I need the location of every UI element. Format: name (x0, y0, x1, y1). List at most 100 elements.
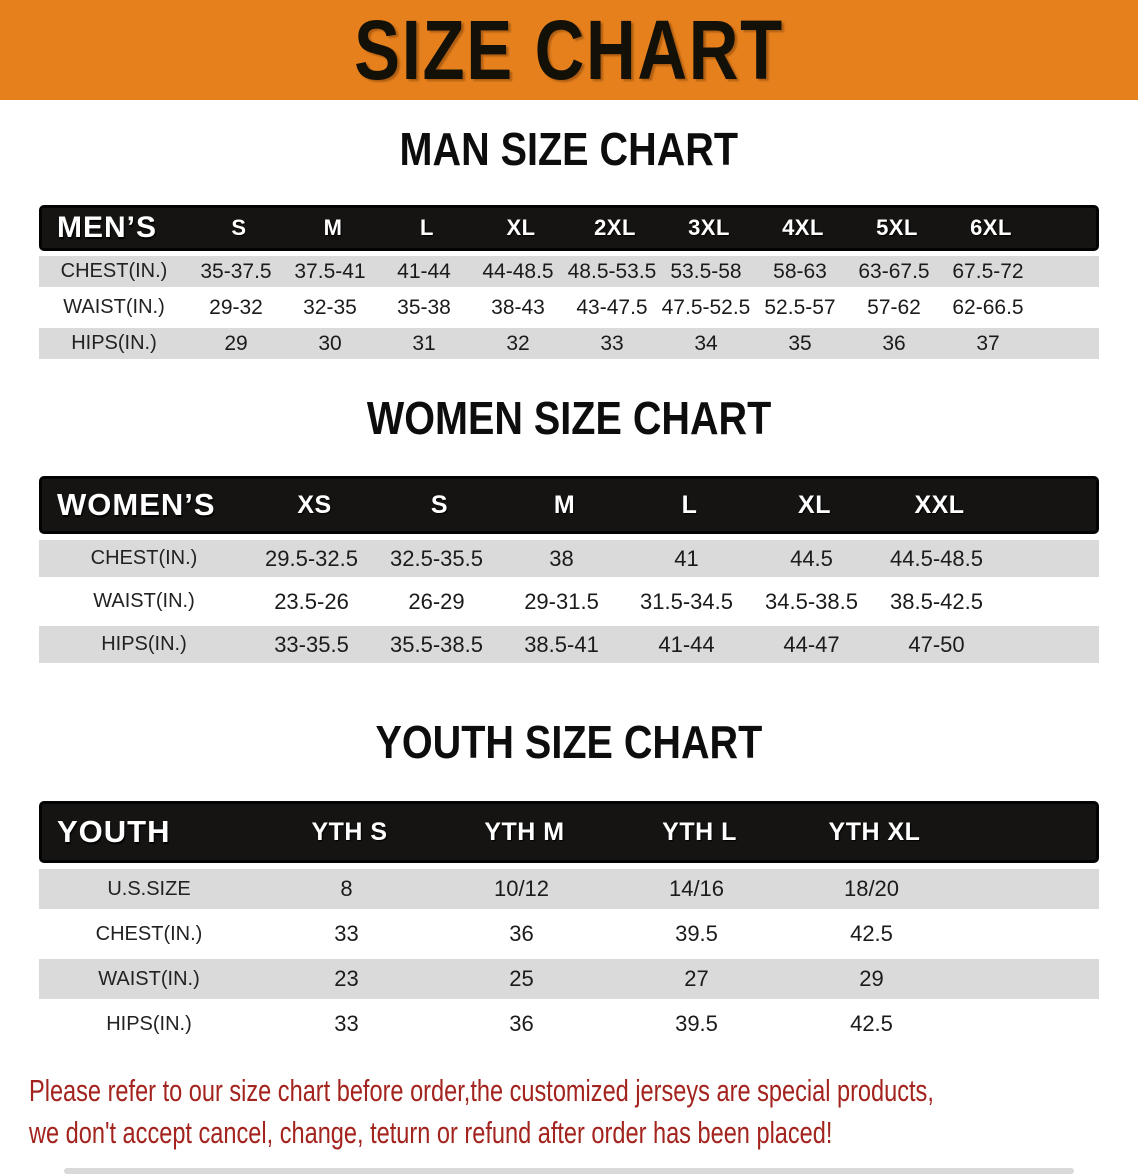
youth-section-title-text: YOUTH SIZE CHART (375, 716, 763, 768)
size-value-cell: 63-67.5 (858, 259, 930, 283)
note-line-2-text: we don't accept cancel, change, teturn o… (29, 1115, 833, 1150)
size-value-cell: 27 (684, 966, 709, 991)
size-value-cell: 23 (334, 966, 359, 991)
size-header-cell: S (231, 215, 247, 240)
size-value-cell: 43-47.5 (576, 295, 648, 319)
size-value-cell: 14/16 (668, 876, 725, 901)
note-line-1: Please refer to our size chart before or… (29, 1070, 1109, 1112)
size-value-cell: 44-47 (783, 631, 840, 657)
size-value-cell: 35-38 (397, 295, 451, 319)
men-table-label: MEN’S (57, 211, 158, 244)
size-header-cell: 3XL (688, 215, 730, 240)
size-value-cell: 32.5-35.5 (390, 545, 483, 571)
size-value-cell: 67.5-72 (952, 259, 1024, 283)
size-value-cell: 41-44 (397, 259, 451, 283)
youth-ussize-row: U.S.SIZE 8 10/12 14/16 18/20 (39, 869, 1099, 909)
size-value-cell: 25 (509, 966, 534, 991)
size-value-cell: 38 (549, 545, 574, 571)
women-table-header-row: WOMEN’S XS S M L XL XXL (39, 476, 1099, 534)
youth-chest-row: CHEST(IN.) 33 36 39.5 42.5 (39, 914, 1099, 954)
bottom-strip (64, 1168, 1074, 1174)
banner: SIZE CHART (0, 0, 1138, 100)
men-hips-row: HIPS(IN.) 29 30 31 32 33 34 35 36 37 (39, 328, 1099, 359)
size-value-cell: 18/20 (843, 876, 900, 901)
note-line-2: we don't accept cancel, change, teturn o… (29, 1112, 1109, 1154)
size-header-cell: 5XL (876, 215, 918, 240)
size-value-cell: 33 (600, 331, 624, 355)
size-header-cell: L (681, 490, 698, 519)
size-value-cell: 48.5-53.5 (567, 259, 657, 283)
women-table-label: WOMEN’S (57, 487, 216, 522)
size-header-cell: M (323, 215, 343, 240)
size-value-cell: 38.5-42.5 (890, 588, 983, 614)
size-header-cell: 4XL (782, 215, 824, 240)
size-value-cell: 42.5 (850, 921, 893, 946)
youth-hips-row: HIPS(IN.) 33 36 39.5 42.5 (39, 1004, 1099, 1044)
size-value-cell: 62-66.5 (952, 295, 1024, 319)
men-table-header-row: MEN’S S M L XL 2XL 3XL 4XL 5XL 6XL (39, 205, 1099, 251)
row-label-cell: WAIST(IN.) (98, 967, 200, 990)
size-value-cell: 30 (318, 331, 342, 355)
size-value-cell: 26-29 (408, 588, 465, 614)
size-header-cell: YTH L (662, 817, 737, 846)
size-value-cell: 39.5 (675, 1011, 718, 1036)
size-value-cell: 58-63 (773, 259, 827, 283)
size-value-cell: 47.5-52.5 (661, 295, 751, 319)
size-value-cell: 36 (509, 1011, 534, 1036)
size-header-cell: M (553, 490, 576, 519)
women-section-title-text: WOMEN SIZE CHART (366, 392, 772, 444)
size-header-cell: S (430, 490, 449, 519)
size-value-cell: 29-31.5 (524, 588, 599, 614)
size-value-cell: 29 (859, 966, 884, 991)
row-label-cell: CHEST(IN.) (90, 547, 198, 569)
women-chest-row: CHEST(IN.) 29.5-32.5 32.5-35.5 38 41 44.… (39, 540, 1099, 577)
size-header-cell: XL (506, 215, 536, 240)
row-label-cell: HIPS(IN.) (71, 332, 157, 354)
size-value-cell: 34.5-38.5 (765, 588, 858, 614)
size-value-cell: 37 (976, 331, 1000, 355)
youth-table-header-row: YOUTH YTH S YTH M YTH L YTH XL (39, 801, 1099, 863)
note-line-1-text: Please refer to our size chart before or… (29, 1073, 934, 1108)
women-section-title: WOMEN SIZE CHART (0, 395, 1138, 450)
size-value-cell: 32-35 (303, 295, 357, 319)
size-header-cell: XL (798, 490, 831, 519)
size-value-cell: 34 (694, 331, 718, 355)
size-value-cell: 10/12 (493, 876, 550, 901)
youth-section-title: YOUTH SIZE CHART (0, 719, 1138, 774)
youth-waist-row: WAIST(IN.) 23 25 27 29 (39, 959, 1099, 999)
size-header-cell: L (420, 215, 434, 240)
size-value-cell: 41 (674, 545, 699, 571)
women-waist-row: WAIST(IN.) 23.5-26 26-29 29-31.5 31.5-34… (39, 583, 1099, 620)
size-value-cell: 32 (506, 331, 530, 355)
size-value-cell: 47-50 (908, 631, 965, 657)
size-value-cell: 38.5-41 (524, 631, 599, 657)
size-value-cell: 31 (412, 331, 436, 355)
size-value-cell: 33-35.5 (274, 631, 349, 657)
row-label-cell: HIPS(IN.) (101, 633, 187, 655)
size-value-cell: 36 (882, 331, 906, 355)
size-value-cell: 29.5-32.5 (265, 545, 358, 571)
size-value-cell: 57-62 (867, 295, 921, 319)
size-value-cell: 8 (340, 876, 353, 901)
row-label-cell: CHEST(IN.) (60, 260, 168, 282)
row-label-cell: U.S.SIZE (107, 877, 191, 900)
size-header-cell: 6XL (970, 215, 1012, 240)
men-chest-row: CHEST(IN.) 35-37.5 37.5-41 41-44 44-48.5… (39, 256, 1099, 287)
size-value-cell: 53.5-58 (670, 259, 742, 283)
size-value-cell: 35.5-38.5 (390, 631, 483, 657)
size-value-cell: 29 (224, 331, 248, 355)
banner-title: SIZE CHART (354, 2, 784, 97)
size-value-cell: 37.5-41 (294, 259, 366, 283)
size-value-cell: 23.5-26 (274, 588, 349, 614)
men-section-title: MAN SIZE CHART (0, 126, 1138, 181)
order-note: Please refer to our size chart before or… (29, 1070, 1109, 1154)
size-value-cell: 41-44 (658, 631, 715, 657)
size-header-cell: XS (297, 490, 332, 519)
youth-size-table: YOUTH YTH S YTH M YTH L YTH XL U.S.SIZE … (39, 801, 1099, 1044)
size-value-cell: 33 (334, 921, 359, 946)
size-value-cell: 44.5 (790, 545, 833, 571)
youth-table-label: YOUTH (57, 814, 171, 849)
size-value-cell: 33 (334, 1011, 359, 1036)
size-value-cell: 31.5-34.5 (640, 588, 733, 614)
size-value-cell: 44.5-48.5 (890, 545, 983, 571)
